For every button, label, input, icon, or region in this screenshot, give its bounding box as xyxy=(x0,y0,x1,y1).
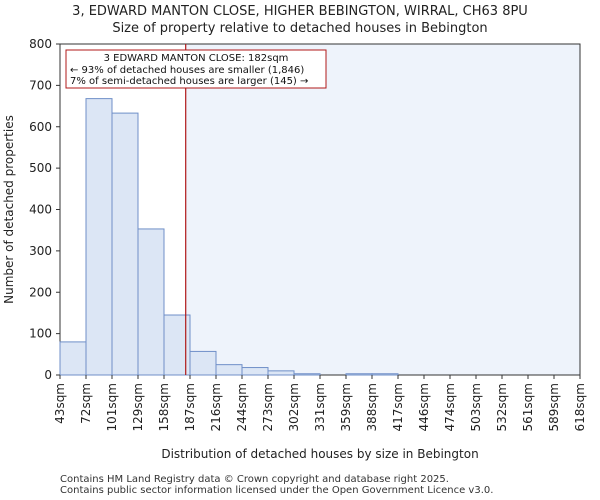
annotation-line3: 7% of semi-detached houses are larger (1… xyxy=(70,76,308,87)
x-tick-label: 101sqm xyxy=(105,383,119,431)
bar-244sqm xyxy=(241,367,269,376)
annotation-box xyxy=(65,49,327,89)
highlight-region xyxy=(185,44,580,375)
y-tick-label: 200 xyxy=(29,285,52,299)
x-tick-label: 244sqm xyxy=(235,383,249,431)
y-tick-label: 600 xyxy=(29,120,52,134)
y-tick-label: 0 xyxy=(44,368,52,382)
bar-273sqm xyxy=(267,370,295,376)
bar-72sqm xyxy=(85,98,113,376)
x-tick-label: 158sqm xyxy=(157,383,171,431)
x-tick-label: 359sqm xyxy=(339,383,353,431)
x-tick-label: 561sqm xyxy=(521,383,535,431)
x-tick-label: 532sqm xyxy=(495,383,509,431)
x-tick-label: 331sqm xyxy=(313,383,327,431)
bar-187sqm xyxy=(189,350,217,376)
bar-43sqm xyxy=(59,341,87,376)
footer-copyright: Contains HM Land Registry data © Crown c… xyxy=(60,474,449,485)
x-tick-label: 273sqm xyxy=(261,383,275,431)
x-tick-label: 43sqm xyxy=(53,383,67,424)
x-tick-label: 417sqm xyxy=(391,383,405,431)
x-tick-label: 618sqm xyxy=(573,383,587,431)
y-axis-label: Number of detached properties xyxy=(2,115,16,304)
x-tick-label: 187sqm xyxy=(183,383,197,431)
x-tick-label: 589sqm xyxy=(547,383,561,431)
x-axis-label: Distribution of detached houses by size … xyxy=(161,447,478,461)
bar-129sqm xyxy=(137,228,165,376)
x-tick-label: 474sqm xyxy=(443,383,457,431)
x-tick-label: 129sqm xyxy=(131,383,145,431)
y-tick-label: 300 xyxy=(29,244,52,258)
bar-302sqm xyxy=(293,373,321,376)
y-tick-label: 100 xyxy=(29,327,52,341)
annotation-line2: ← 93% of detached houses are smaller (1,… xyxy=(70,65,304,76)
x-tick-label: 503sqm xyxy=(469,383,483,431)
bar-359sqm xyxy=(345,373,373,376)
x-tick-label: 302sqm xyxy=(287,383,301,431)
x-tick-label: 446sqm xyxy=(417,383,431,431)
x-tick-label: 216sqm xyxy=(209,383,223,431)
bar-388sqm xyxy=(371,373,399,376)
x-tick-label: 388sqm xyxy=(365,383,379,431)
chart-subtitle: Size of property relative to detached ho… xyxy=(112,21,488,36)
y-tick-label: 700 xyxy=(29,78,52,92)
footer-licence: Contains public sector information licen… xyxy=(60,485,494,496)
y-tick-label: 400 xyxy=(29,203,52,217)
annotation-line1: 3 EDWARD MANTON CLOSE: 182sqm xyxy=(104,53,289,64)
bar-216sqm xyxy=(215,364,243,376)
y-tick-label: 800 xyxy=(29,37,52,51)
chart-title: 3, EDWARD MANTON CLOSE, HIGHER BEBINGTON… xyxy=(72,4,528,19)
x-tick-label: 72sqm xyxy=(79,383,93,424)
y-tick-label: 500 xyxy=(29,161,52,175)
bar-101sqm xyxy=(111,112,139,376)
